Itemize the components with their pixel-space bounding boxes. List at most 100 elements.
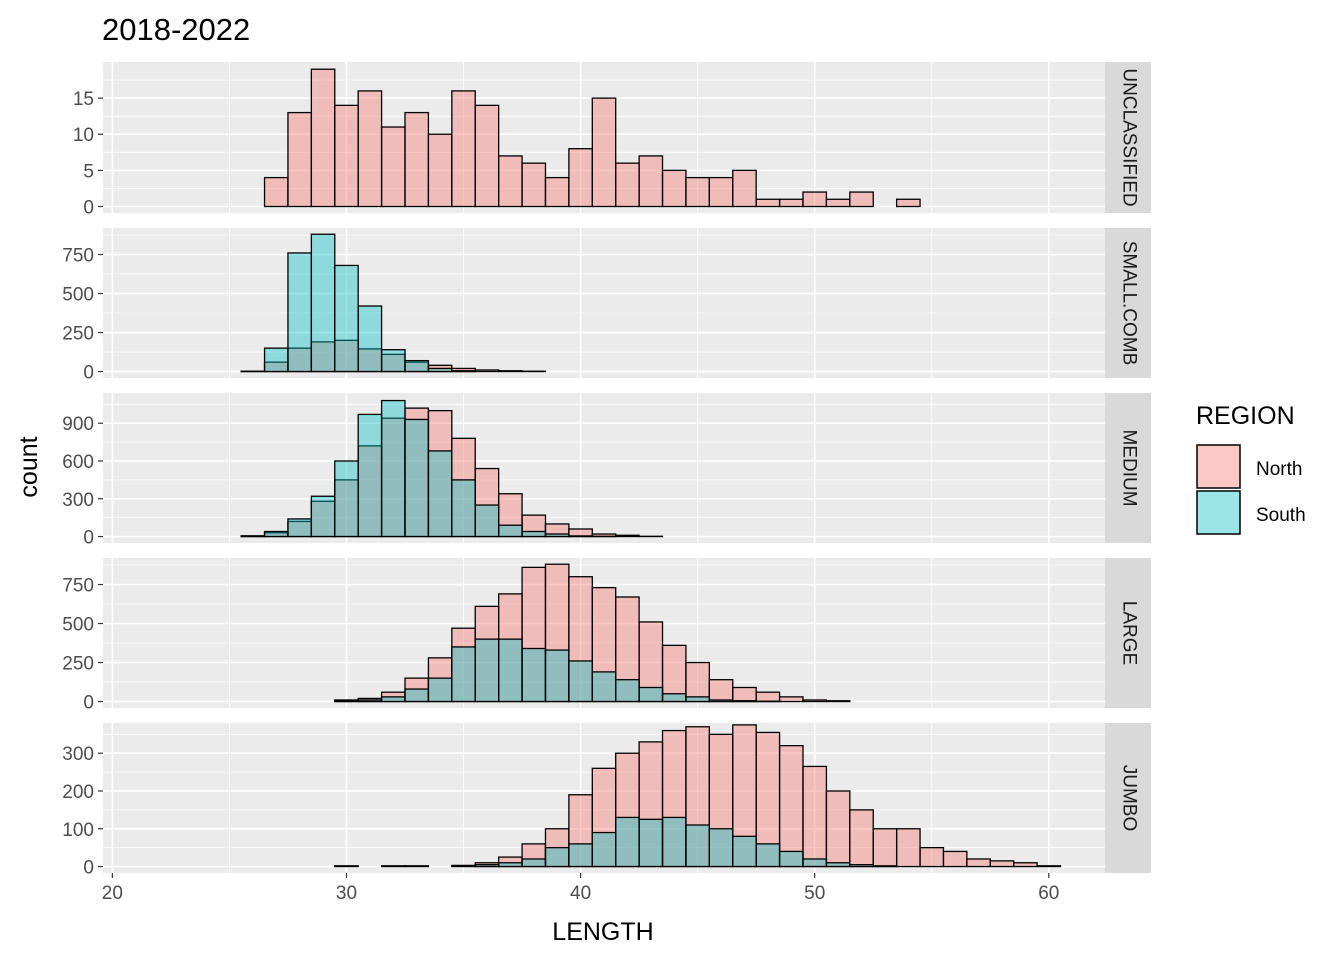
y-tick-label: 0 bbox=[83, 363, 94, 384]
y-tick-label: 0 bbox=[83, 197, 94, 218]
x-tick-label: 30 bbox=[336, 883, 357, 904]
bar bbox=[733, 836, 756, 866]
bar bbox=[1037, 866, 1060, 867]
bar bbox=[499, 371, 522, 372]
bar bbox=[803, 192, 826, 206]
bar bbox=[592, 672, 615, 702]
bar bbox=[569, 661, 592, 702]
bar bbox=[616, 680, 639, 702]
bar bbox=[569, 536, 592, 537]
chart-title: 2018-2022 bbox=[102, 12, 250, 47]
bar bbox=[475, 865, 498, 867]
y-tick-label: 200 bbox=[62, 782, 94, 803]
bar bbox=[522, 859, 545, 867]
panel-background bbox=[103, 228, 1105, 378]
bar bbox=[265, 348, 288, 371]
bar bbox=[569, 844, 592, 867]
y-tick-label: 0 bbox=[83, 858, 94, 879]
bar bbox=[826, 199, 849, 206]
bar bbox=[873, 866, 896, 867]
y-tick-label: 0 bbox=[83, 528, 94, 549]
bar bbox=[639, 687, 662, 701]
bar bbox=[569, 149, 592, 207]
bar bbox=[452, 865, 475, 866]
x-axis-title: LENGTH bbox=[552, 918, 653, 946]
bar bbox=[405, 689, 428, 701]
bar bbox=[709, 680, 732, 702]
bar bbox=[499, 863, 522, 867]
bar bbox=[686, 697, 709, 702]
bar bbox=[616, 535, 639, 536]
bar bbox=[522, 648, 545, 701]
y-tick-label: 10 bbox=[73, 125, 94, 146]
bar bbox=[592, 98, 615, 206]
facet-strip-label: LARGE bbox=[1119, 601, 1140, 665]
legend-label-south: South bbox=[1256, 505, 1306, 526]
bar bbox=[265, 532, 288, 537]
bar bbox=[382, 350, 405, 372]
bar bbox=[499, 639, 522, 701]
bar bbox=[288, 519, 311, 537]
bar bbox=[241, 536, 264, 537]
bar bbox=[545, 848, 568, 867]
bar bbox=[311, 69, 334, 206]
bar bbox=[1014, 863, 1037, 867]
bar bbox=[990, 861, 1013, 867]
bar bbox=[756, 844, 779, 867]
bar bbox=[452, 91, 475, 207]
bar bbox=[967, 859, 990, 867]
bar bbox=[452, 371, 475, 372]
bar bbox=[873, 829, 896, 867]
y-tick-label: 900 bbox=[62, 414, 94, 435]
bar bbox=[803, 700, 826, 702]
bar bbox=[780, 851, 803, 866]
y-tick-label: 100 bbox=[62, 820, 94, 841]
legend: REGION North South bbox=[1196, 402, 1306, 534]
y-tick-label: 500 bbox=[62, 285, 94, 306]
legend-title: REGION bbox=[1196, 402, 1295, 430]
bar bbox=[335, 701, 358, 702]
bar bbox=[826, 701, 849, 702]
facet-strip-label: SMALL.COMB bbox=[1119, 241, 1140, 366]
bar bbox=[358, 91, 381, 207]
bar bbox=[803, 859, 826, 867]
bar bbox=[780, 199, 803, 206]
bar bbox=[335, 105, 358, 206]
bar bbox=[686, 178, 709, 207]
y-tick-label: 250 bbox=[62, 324, 94, 345]
bar bbox=[405, 113, 428, 207]
facet-strip-label: MEDIUM bbox=[1119, 429, 1140, 506]
y-axis-title: count bbox=[15, 436, 43, 497]
y-tick-label: 300 bbox=[62, 490, 94, 511]
bar bbox=[522, 532, 545, 537]
bar bbox=[756, 199, 779, 206]
x-tick-label: 60 bbox=[1038, 883, 1059, 904]
bar bbox=[663, 817, 686, 866]
bar bbox=[382, 697, 405, 702]
bar bbox=[686, 663, 709, 702]
bar bbox=[311, 496, 334, 536]
bar bbox=[826, 863, 849, 867]
bar bbox=[522, 163, 545, 206]
bar bbox=[663, 170, 686, 206]
bar bbox=[850, 192, 873, 206]
bar bbox=[428, 678, 451, 701]
bar bbox=[897, 829, 920, 867]
bar bbox=[405, 361, 428, 372]
bar bbox=[709, 700, 732, 702]
bar bbox=[616, 817, 639, 866]
bar bbox=[920, 848, 943, 867]
bar bbox=[733, 170, 756, 206]
bar bbox=[803, 766, 826, 866]
x-tick-label: 50 bbox=[804, 883, 825, 904]
facet-strip-label: UNCLASSIFIED bbox=[1119, 68, 1140, 206]
bar bbox=[639, 819, 662, 866]
bar bbox=[850, 865, 873, 867]
